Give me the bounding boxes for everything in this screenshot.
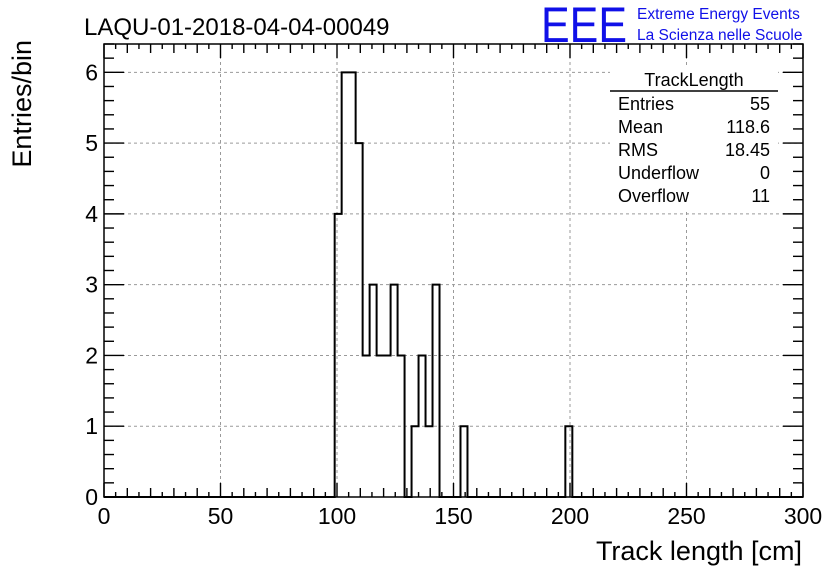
- histogram-bin: [356, 143, 363, 497]
- x-tick-label: 0: [98, 503, 111, 529]
- y-tick-labels: 0 1 2 3 4 5 6: [85, 59, 98, 510]
- y-tick-label: 0: [85, 484, 98, 510]
- eee-logo: EEE Extreme Energy Events La Scienza nel…: [541, 0, 802, 53]
- y-tick-label: 6: [85, 59, 98, 85]
- stats-row-label: Underflow: [618, 163, 700, 183]
- stats-box: TrackLength Entries 55 Mean 118.6 RMS 18.45 Un…: [610, 68, 778, 210]
- x-tick-label: 100: [318, 503, 356, 529]
- histogram-bin: [433, 285, 440, 497]
- y-tick-label: 1: [85, 413, 98, 439]
- x-axis-label: Track length [cm]: [596, 536, 802, 566]
- x-tick-labels: 0 50 100 150 200 250 300: [98, 503, 823, 529]
- x-tick-label: 150: [434, 503, 472, 529]
- run-title: LAQU-01-2018-04-04-00049: [84, 14, 390, 41]
- histogram-bin: [412, 426, 419, 497]
- stats-row-value: 55: [750, 94, 770, 114]
- axis-ticks: [103, 43, 804, 498]
- histogram-bin: [460, 426, 467, 497]
- grid-lines: [104, 44, 803, 497]
- stats-row-value: 18.45: [725, 140, 770, 160]
- histogram-bin: [426, 426, 433, 497]
- histogram-bin: [565, 426, 572, 497]
- y-tick-label: 5: [85, 130, 98, 156]
- x-tick-label: 300: [784, 503, 822, 529]
- x-tick-label: 250: [667, 503, 705, 529]
- y-tick-label: 3: [85, 272, 98, 298]
- y-axis-label: Entries/bin: [7, 40, 37, 168]
- x-tick-label: 200: [551, 503, 589, 529]
- y-tick-label: 4: [85, 201, 98, 227]
- stats-row-label: Overflow: [618, 186, 690, 206]
- histogram-bin: [370, 285, 377, 497]
- histogram-bin: [391, 285, 398, 497]
- stats-row-value: 118.6: [726, 117, 770, 137]
- stats-row-label: RMS: [618, 140, 658, 160]
- stats-row-label: Mean: [618, 117, 663, 137]
- eee-logo-mark: EEE: [541, 0, 627, 53]
- stats-row-value: 11: [751, 186, 770, 206]
- eee-logo-line1: Extreme Energy Events: [637, 6, 800, 23]
- stats-box-title: TrackLength: [644, 70, 743, 90]
- stats-box-rows: Entries 55 Mean 118.6 RMS 18.45 Underflow 0 Over…: [618, 94, 770, 206]
- x-tick-label: 50: [208, 503, 234, 529]
- stats-row-label: Entries: [618, 94, 674, 114]
- y-tick-label: 2: [85, 342, 98, 368]
- eee-logo-line2: La Scienza nelle Scuole: [637, 27, 802, 44]
- stats-row-value: 0: [760, 163, 770, 183]
